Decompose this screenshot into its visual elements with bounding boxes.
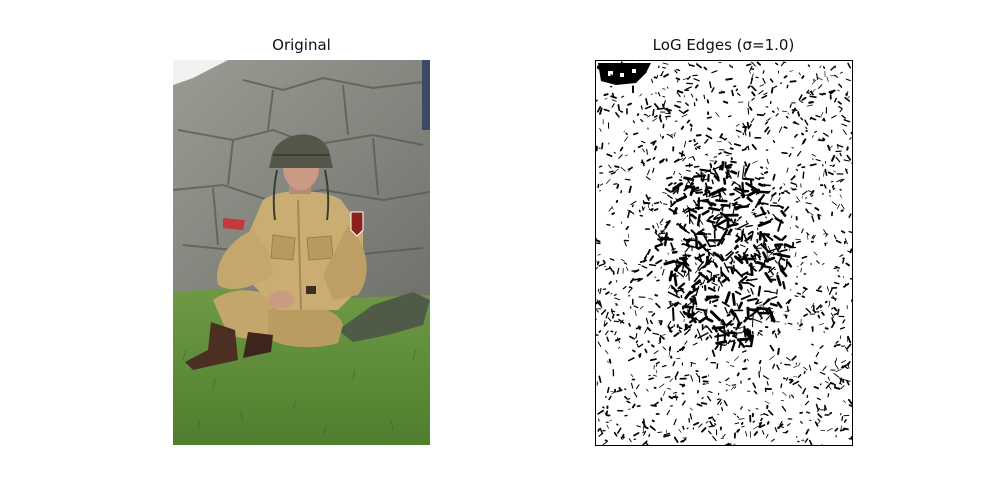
tarp <box>338 292 430 342</box>
photo-of-seated-soldier-icon <box>173 60 430 445</box>
background-figure <box>422 60 430 130</box>
left-arm <box>217 230 273 290</box>
right-leg <box>268 305 343 348</box>
log-edges-panel-title: LoG Edges (σ=1.0) <box>652 36 795 54</box>
right-arm <box>323 225 367 300</box>
log-edges-image <box>595 60 853 446</box>
original-photo <box>173 60 430 445</box>
helmet <box>269 134 333 168</box>
log-edge-map-icon <box>596 61 852 445</box>
hands <box>268 291 294 309</box>
right-boot <box>243 332 273 358</box>
original-panel-title: Original <box>272 36 331 54</box>
left-boot <box>185 322 238 370</box>
